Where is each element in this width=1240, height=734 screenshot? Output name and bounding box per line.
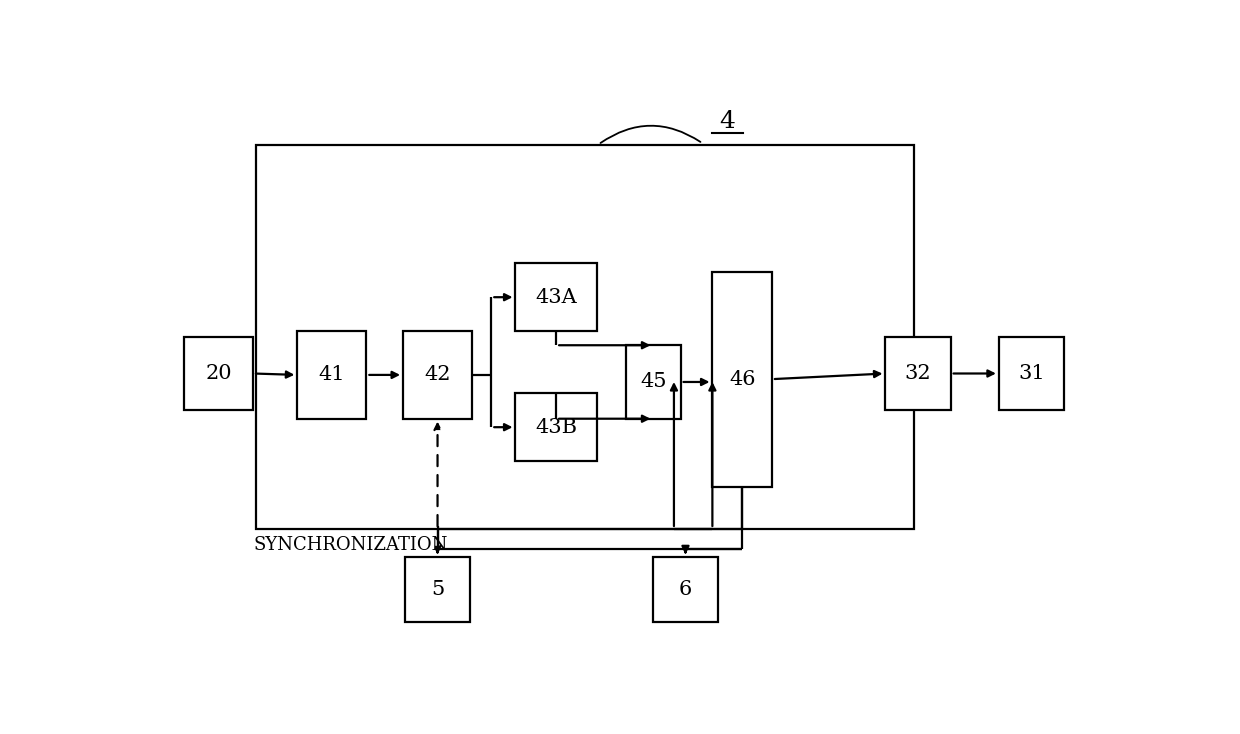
Text: 20: 20 — [205, 364, 232, 383]
Text: 32: 32 — [905, 364, 931, 383]
Text: 42: 42 — [424, 366, 451, 385]
Bar — [404, 557, 470, 622]
Bar — [516, 393, 598, 461]
Bar — [255, 145, 914, 529]
Text: 4: 4 — [719, 111, 735, 134]
Text: 46: 46 — [729, 370, 755, 388]
Bar — [885, 337, 951, 410]
Bar — [516, 264, 598, 331]
Bar — [998, 337, 1064, 410]
Bar — [403, 331, 472, 418]
Text: 6: 6 — [678, 580, 692, 599]
Bar — [652, 557, 718, 622]
Bar — [184, 337, 253, 410]
Bar — [626, 345, 681, 418]
Text: 43A: 43A — [536, 288, 577, 307]
Text: 5: 5 — [432, 580, 444, 599]
Text: SYNCHRONIZATION: SYNCHRONIZATION — [253, 536, 448, 553]
Text: 31: 31 — [1018, 364, 1045, 383]
Text: 45: 45 — [640, 372, 667, 391]
Text: 41: 41 — [319, 366, 345, 385]
Text: 43B: 43B — [536, 418, 577, 437]
Bar — [298, 331, 367, 418]
Bar — [712, 272, 773, 487]
